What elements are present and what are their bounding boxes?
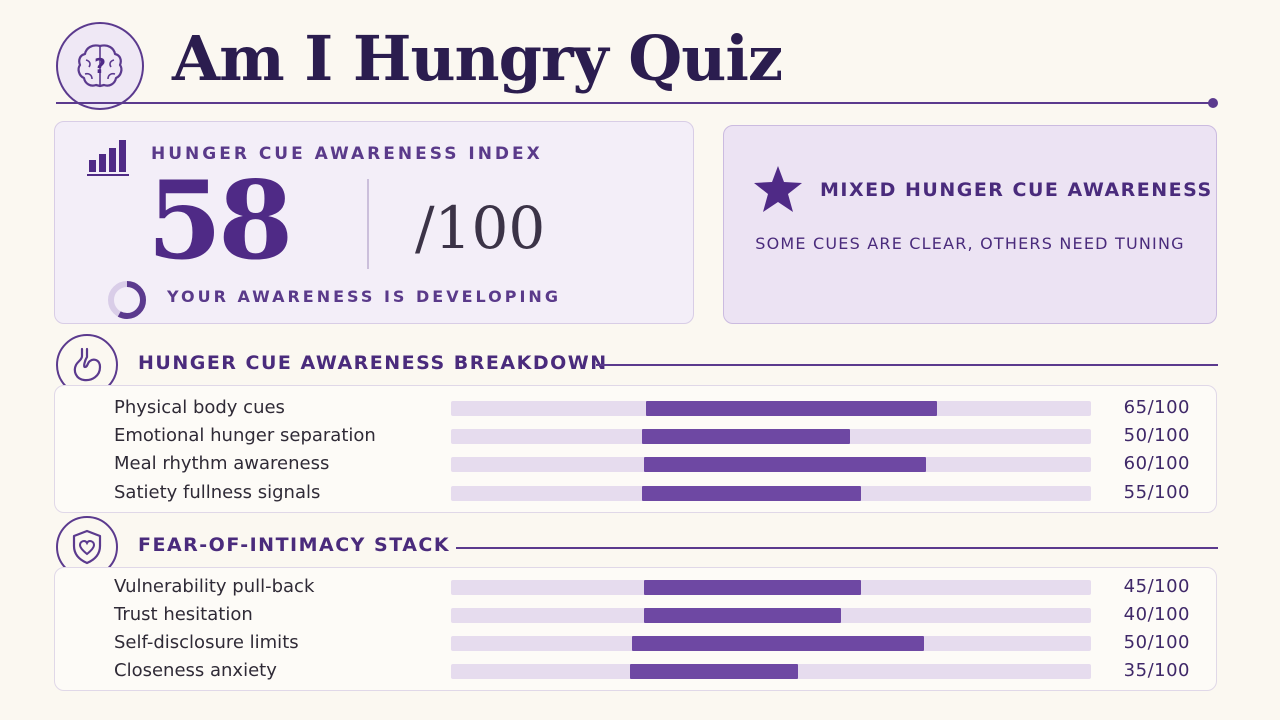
result-subtitle: SOME CUES ARE CLEAR, OTHERS NEED TUNING [755, 234, 1185, 253]
list-item: Satiety fullness signals 55/100 [55, 482, 1216, 506]
row-label: Emotional hunger separation [114, 425, 376, 446]
progress-ring-icon [108, 281, 146, 319]
row-label: Physical body cues [114, 397, 285, 418]
list-item: Vulnerability pull-back 45/100 [55, 576, 1216, 600]
score-divider [367, 179, 369, 269]
bar-track [451, 664, 1091, 679]
row-label: Closeness anxiety [114, 660, 277, 681]
breakdown-list: Physical body cues 65/100 Emotional hung… [54, 385, 1217, 513]
row-value: 50/100 [1123, 632, 1190, 653]
bar-track [451, 486, 1091, 501]
bar-track [451, 580, 1091, 595]
row-value: 55/100 [1123, 482, 1190, 503]
page-header: ? Am I Hungry Quiz [56, 14, 1218, 110]
star-icon [754, 166, 802, 212]
row-value: 60/100 [1123, 453, 1190, 474]
svg-text:?: ? [94, 54, 106, 78]
list-item: Emotional hunger separation 50/100 [55, 425, 1216, 449]
row-value: 45/100 [1123, 576, 1190, 597]
awareness-subtitle: YOUR AWARENESS IS DEVELOPING [167, 287, 561, 306]
list-item: Trust hesitation 40/100 [55, 604, 1216, 628]
brain-question-icon: ? [56, 22, 144, 110]
list-item: Closeness anxiety 35/100 [55, 660, 1216, 684]
list-item: Physical body cues 65/100 [55, 397, 1216, 421]
bar-fill [643, 608, 841, 623]
bar-fill [643, 457, 926, 472]
row-value: 35/100 [1123, 660, 1190, 681]
page-title: Am I Hungry Quiz [172, 22, 783, 95]
score-value: 58 [147, 158, 293, 284]
row-value: 40/100 [1123, 604, 1190, 625]
intimacy-rule [456, 547, 1218, 549]
list-item: Meal rhythm awareness 60/100 [55, 453, 1216, 477]
bar-fill [632, 636, 924, 651]
row-label: Meal rhythm awareness [114, 453, 330, 474]
row-label: Trust hesitation [114, 604, 253, 625]
score-max: /100 [415, 194, 546, 262]
bar-track [451, 401, 1091, 416]
bar-fill [646, 401, 938, 416]
result-card: MIXED HUNGER CUE AWARENESS SOME CUES ARE… [723, 125, 1217, 324]
bar-track [451, 636, 1091, 651]
breakdown-section-header: HUNGER CUE AWARENESS BREAKDOWN [56, 334, 1218, 396]
row-label: Vulnerability pull-back [114, 576, 315, 597]
bar-chart-icon [87, 140, 129, 176]
bar-track [451, 608, 1091, 623]
breakdown-title: HUNGER CUE AWARENESS BREAKDOWN [138, 352, 608, 374]
list-item: Self-disclosure limits 50/100 [55, 632, 1216, 656]
bar-fill [641, 486, 862, 501]
row-value: 50/100 [1123, 425, 1190, 446]
bar-track [451, 429, 1091, 444]
breakdown-rule [596, 364, 1218, 366]
header-divider [56, 102, 1214, 104]
row-value: 65/100 [1123, 397, 1190, 418]
row-label: Self-disclosure limits [114, 632, 299, 653]
bar-fill [644, 580, 861, 595]
row-label: Satiety fullness signals [114, 482, 321, 503]
bar-track [451, 457, 1091, 472]
result-title: MIXED HUNGER CUE AWARENESS [820, 179, 1213, 201]
bar-fill [642, 429, 850, 444]
score-card: HUNGER CUE AWARENESS INDEX 58 /100 YOUR … [54, 121, 694, 324]
header-divider-dot [1208, 98, 1218, 108]
intimacy-list: Vulnerability pull-back 45/100 Trust hes… [54, 567, 1217, 691]
bar-fill [630, 664, 798, 679]
intimacy-title: FEAR-OF-INTIMACY STACK [138, 534, 451, 556]
index-label: HUNGER CUE AWARENESS INDEX [151, 144, 543, 164]
